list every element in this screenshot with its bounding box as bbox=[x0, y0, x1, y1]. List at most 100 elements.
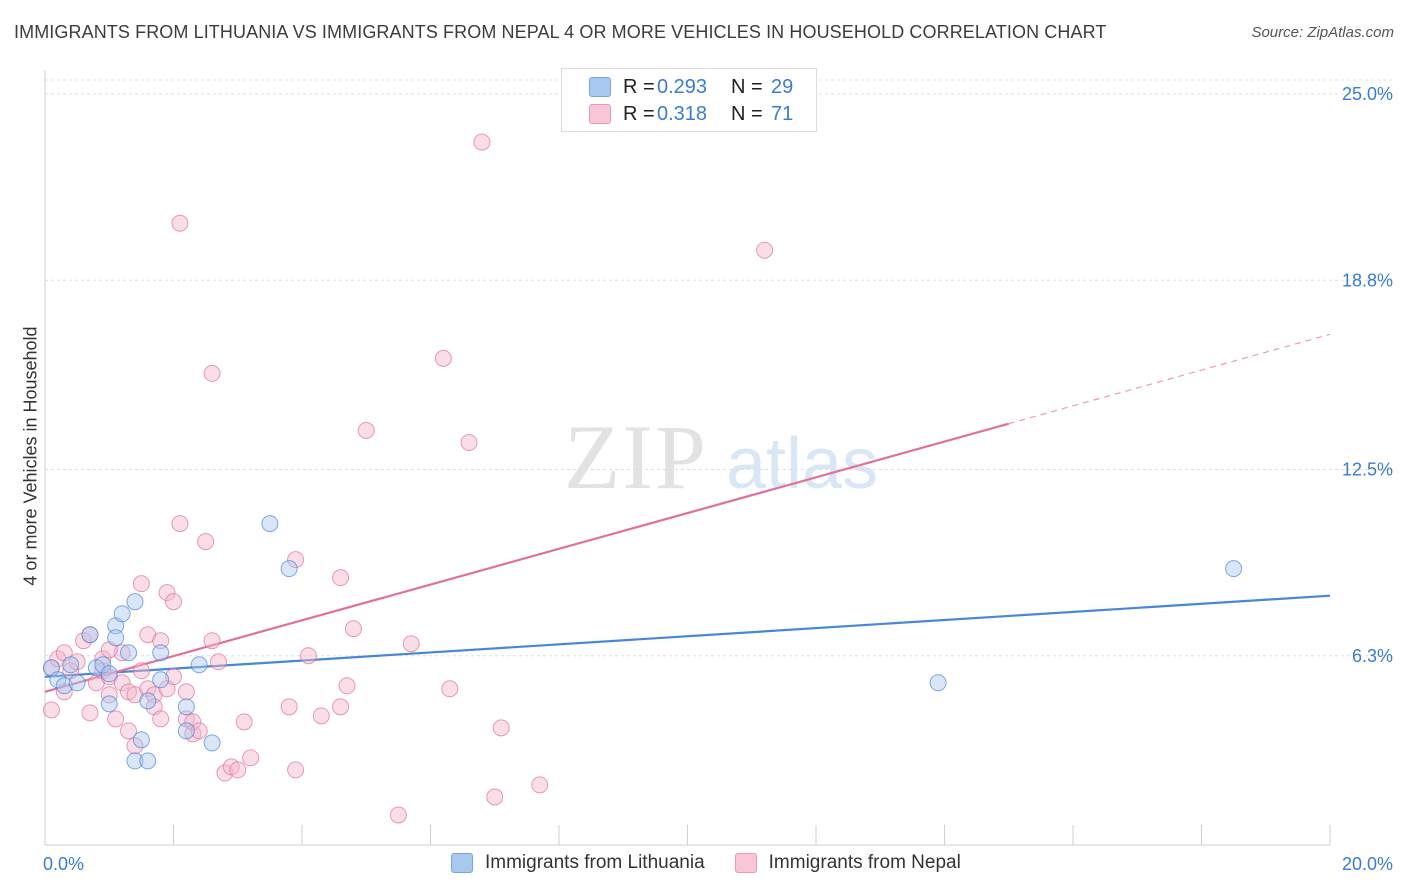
point-nepal bbox=[42, 701, 60, 719]
point-lithuania bbox=[126, 593, 144, 611]
point-nepal bbox=[492, 719, 510, 737]
point-lithuania bbox=[190, 656, 208, 674]
watermark-zip: ZIP bbox=[564, 406, 708, 508]
point-nepal bbox=[242, 749, 260, 767]
point-nepal bbox=[486, 788, 504, 806]
point-nepal bbox=[312, 707, 330, 725]
legend-r-value: 0.318 bbox=[657, 102, 708, 125]
point-nepal bbox=[402, 635, 420, 653]
y-tick-label: 6.3% bbox=[1352, 646, 1393, 666]
trend-line-lithuania bbox=[44, 594, 1331, 678]
point-nepal bbox=[132, 575, 150, 593]
legend-swatch-nepal bbox=[589, 104, 611, 124]
point-nepal bbox=[460, 433, 478, 451]
series-legend-nepal: Immigrants from Nepal bbox=[734, 852, 961, 874]
point-nepal bbox=[203, 632, 221, 650]
point-nepal bbox=[152, 710, 170, 728]
point-nepal bbox=[299, 647, 317, 665]
series-name-nepal: Immigrants from Nepal bbox=[768, 852, 961, 873]
point-nepal bbox=[75, 632, 93, 650]
point-nepal bbox=[473, 133, 491, 151]
point-nepal bbox=[332, 698, 350, 716]
watermark-atlas: atlas bbox=[726, 424, 878, 504]
tick-labels: 6.3% 12.5% 18.8% 25.0% 0.0% 20.0% bbox=[43, 84, 1393, 874]
point-nepal bbox=[332, 569, 350, 587]
point-lithuania bbox=[126, 752, 144, 770]
point-nepal bbox=[81, 704, 99, 722]
point-nepal bbox=[94, 650, 112, 668]
point-nepal bbox=[197, 533, 215, 551]
trend-line-nepal bbox=[44, 422, 1010, 693]
point-nepal bbox=[113, 674, 131, 692]
point-lithuania bbox=[280, 560, 298, 578]
grid-lines bbox=[45, 79, 1395, 657]
legend-r-label: R = bbox=[623, 75, 655, 98]
source-label: Source: ZipAtlas.com bbox=[1251, 24, 1394, 41]
point-nepal bbox=[441, 680, 459, 698]
point-lithuania bbox=[55, 677, 73, 695]
point-nepal bbox=[171, 515, 189, 533]
correlation-legend: R = 0.293 N = 29 R = 0.318 N = 71 bbox=[561, 68, 817, 132]
x-tick-label-max: 20.0% bbox=[1342, 854, 1393, 874]
point-lithuania bbox=[49, 671, 67, 689]
point-lithuania bbox=[203, 734, 221, 752]
x-tick-label-min: 0.0% bbox=[43, 854, 84, 874]
legend-n-value: 71 bbox=[771, 102, 794, 125]
point-nepal bbox=[158, 584, 176, 602]
y-tick-label: 18.8% bbox=[1342, 270, 1393, 290]
point-nepal bbox=[100, 686, 118, 704]
point-lithuania bbox=[107, 629, 125, 647]
point-nepal bbox=[357, 421, 375, 439]
series-legend: Immigrants from Lithuania Immigrants fro… bbox=[451, 852, 991, 874]
point-nepal bbox=[287, 761, 305, 779]
point-nepal bbox=[344, 620, 362, 638]
point-nepal bbox=[280, 698, 298, 716]
legend-n-value: 29 bbox=[771, 75, 794, 98]
point-lithuania bbox=[1225, 560, 1243, 578]
point-lithuania bbox=[100, 695, 118, 713]
point-lithuania bbox=[100, 665, 118, 683]
y-tick-label: 25.0% bbox=[1342, 84, 1393, 104]
point-nepal bbox=[107, 710, 125, 728]
point-nepal bbox=[338, 677, 356, 695]
point-nepal bbox=[209, 653, 227, 671]
point-lithuania bbox=[62, 656, 80, 674]
legend-row-lithuania: R = 0.293 N = 29 bbox=[562, 74, 793, 100]
watermark: ZIP atlas bbox=[564, 406, 878, 508]
point-nepal bbox=[531, 776, 549, 794]
point-nepal bbox=[184, 713, 202, 731]
point-nepal bbox=[287, 551, 305, 569]
legend-swatch-lithuania bbox=[589, 77, 611, 97]
point-nepal bbox=[132, 662, 150, 680]
point-lithuania bbox=[929, 674, 947, 692]
point-nepal bbox=[190, 722, 208, 740]
point-nepal bbox=[203, 364, 221, 382]
point-lithuania bbox=[261, 515, 279, 533]
point-nepal bbox=[126, 737, 144, 755]
axes bbox=[44, 70, 1331, 846]
point-lithuania bbox=[120, 644, 138, 662]
series-swatch-nepal bbox=[734, 853, 757, 873]
point-nepal bbox=[229, 761, 247, 779]
legend-r-label: R = bbox=[623, 102, 655, 125]
point-nepal bbox=[235, 713, 253, 731]
point-lithuania bbox=[152, 671, 170, 689]
point-lithuania bbox=[139, 692, 157, 710]
point-nepal bbox=[139, 680, 157, 698]
legend-n-label: N = bbox=[731, 75, 763, 98]
point-lithuania bbox=[68, 674, 86, 692]
legend-row-nepal: R = 0.318 N = 71 bbox=[562, 101, 793, 127]
trend-lines bbox=[44, 333, 1331, 693]
point-lithuania bbox=[81, 626, 99, 644]
point-nepal bbox=[113, 644, 131, 662]
point-nepal bbox=[165, 593, 182, 611]
y-axis-label: 4 or more Vehicles in Household bbox=[20, 326, 41, 586]
point-lithuania bbox=[94, 656, 112, 674]
point-nepal bbox=[756, 241, 774, 259]
point-lithuania bbox=[177, 698, 195, 716]
legend-r-value: 0.293 bbox=[657, 75, 708, 98]
point-nepal bbox=[171, 214, 189, 232]
point-nepal bbox=[120, 722, 138, 740]
point-nepal bbox=[152, 632, 170, 650]
